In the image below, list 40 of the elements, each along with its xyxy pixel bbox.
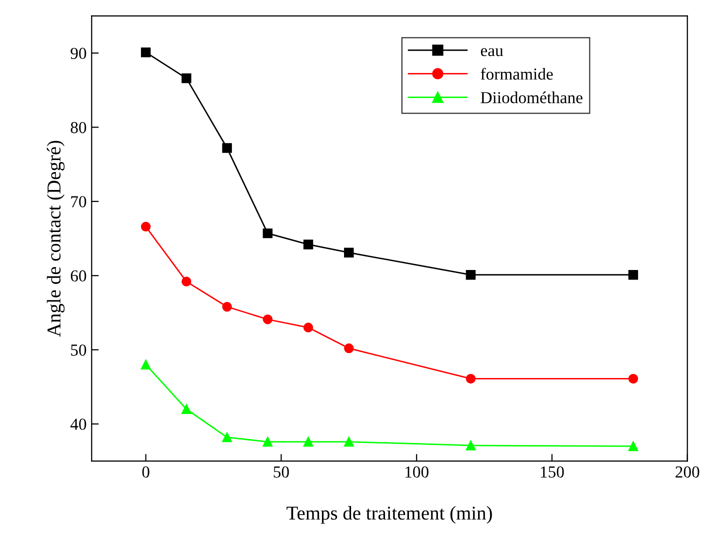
point [344,248,354,258]
x-tick-label: 50 [274,466,289,478]
y-axis-title: Angle de contact (Degré) [46,140,65,337]
point [466,270,476,280]
y-tick-label: 90 [70,48,86,60]
y-tick-label: 50 [71,344,86,356]
legend-label: formamide [480,68,553,80]
point [628,270,638,280]
point [222,432,232,442]
x-tick-label: 100 [406,466,428,478]
point [466,374,476,384]
x-tick-label: 200 [676,466,700,478]
point [262,314,273,324]
y-tick-label: 70 [71,196,86,208]
y-tick-label: 40 [70,418,86,430]
point [628,374,638,384]
point [344,436,354,447]
point [303,322,314,332]
x-tick-label: 0 [142,466,150,478]
point [303,436,314,447]
point [182,276,192,286]
y-tick-label: 60 [70,270,86,282]
point [262,228,273,238]
point [140,360,151,370]
point [262,436,273,447]
point [466,440,476,450]
point [222,143,232,153]
point [344,343,354,354]
x-tick-label: 150 [540,466,564,478]
point [628,441,638,452]
point [182,73,192,84]
point [140,47,151,58]
y-tick-label: 80 [70,122,86,134]
point [182,404,192,414]
point [140,222,151,232]
legend-label: Diiodométhane [480,92,582,104]
legend-label: eau [480,48,504,56]
point [222,302,232,312]
point [303,240,314,250]
x-axis-title: Temps de traitement (min) [286,506,492,524]
